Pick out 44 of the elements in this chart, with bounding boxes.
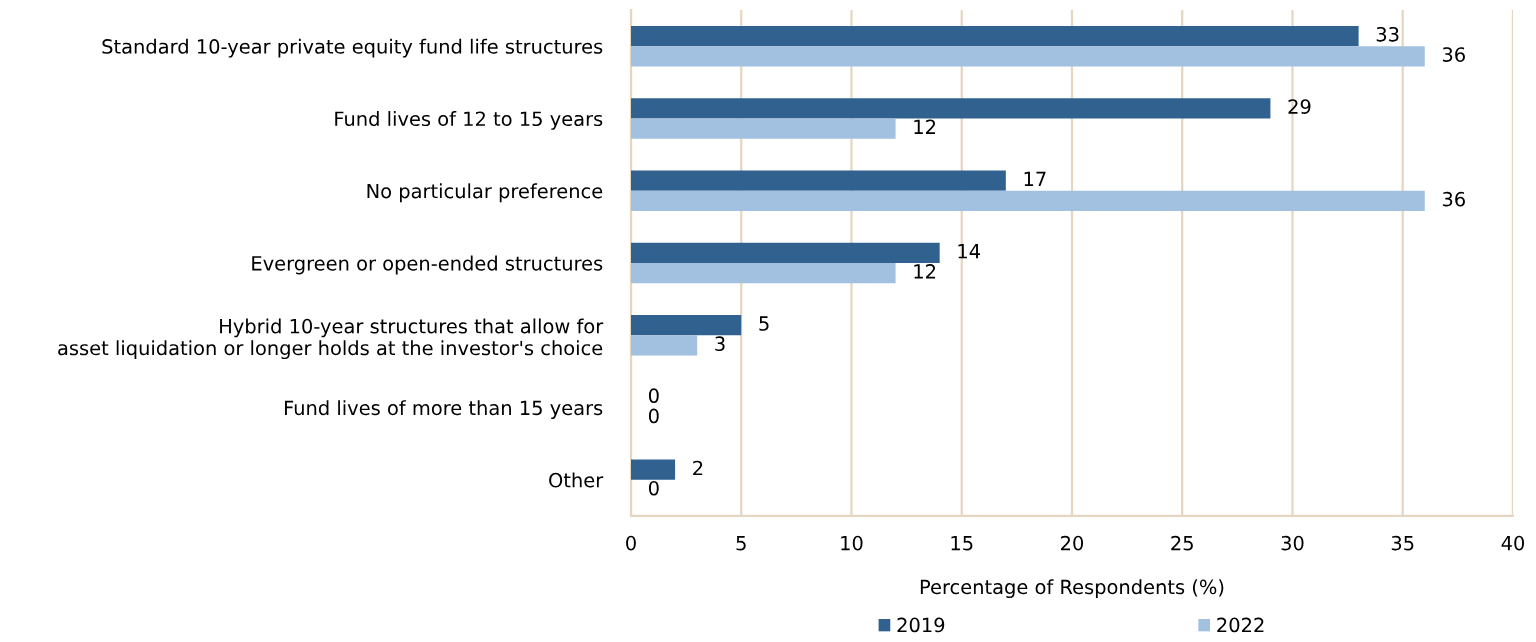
- x-tick-label: 30: [1281, 535, 1304, 551]
- legend-label: 2019: [897, 617, 945, 633]
- bar: [630, 263, 896, 284]
- y-tick-label: Fund lives of 12 to 15 years: [335, 111, 603, 130]
- y-tick-label: Fund lives of more than 15 years: [284, 400, 603, 419]
- x-tick-label: 0: [626, 535, 636, 551]
- x-tick-label: 15: [951, 536, 973, 551]
- x-tick-label: 20: [1061, 535, 1084, 551]
- x-axis-title: Percentage of Respondents (%): [920, 579, 1224, 599]
- bar: [630, 190, 1425, 211]
- data-label: 33: [1376, 26, 1399, 42]
- data-label: 2: [693, 460, 703, 476]
- x-tick-label: 5: [736, 536, 746, 551]
- data-label: 36: [1442, 47, 1465, 62]
- bar: [630, 46, 1425, 67]
- bar: [630, 118, 896, 139]
- data-label: 12: [914, 264, 936, 279]
- y-tick-label: Hybrid 10-year structures that allow for asset liquidation or longer holds at the investor's choice: [58, 318, 604, 360]
- y-tick-label: No particular preference: [367, 183, 603, 203]
- data-label: 0: [648, 388, 659, 404]
- bar: [630, 335, 698, 356]
- legend-label: 2022: [1217, 617, 1264, 633]
- data-label: 12: [914, 119, 936, 134]
- data-label: 29: [1288, 99, 1311, 114]
- bar: [630, 170, 1006, 191]
- y-tick-label: Standard 10-year private equity fund life structures: [102, 38, 603, 58]
- x-tick-label: 10: [841, 535, 863, 551]
- bar: [630, 242, 940, 263]
- x-tick-label: 25: [1171, 535, 1193, 551]
- x-tick-label: 40: [1501, 535, 1525, 551]
- x-tick-label: 35: [1391, 535, 1414, 551]
- data-label: 0: [648, 480, 659, 496]
- data-label: 36: [1442, 191, 1465, 207]
- y-tick-label: Evergreen or open-ended structures: [252, 255, 603, 275]
- bar: [630, 98, 1271, 119]
- bar: [630, 459, 676, 480]
- data-label: 14: [958, 244, 980, 259]
- data-label: 17: [1024, 171, 1046, 186]
- bar: [630, 25, 1359, 47]
- y-tick-label: Other: [549, 472, 604, 488]
- bar: [630, 315, 742, 336]
- data-label: 3: [715, 336, 725, 352]
- data-label: 5: [759, 316, 769, 331]
- data-label: 0: [648, 408, 659, 424]
